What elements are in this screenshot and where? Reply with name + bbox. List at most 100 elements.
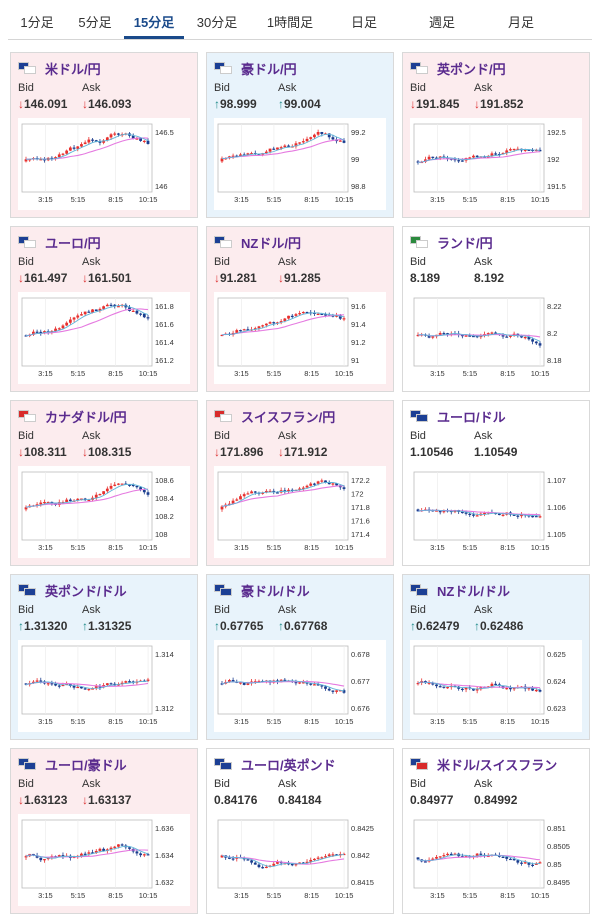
candle-body <box>31 681 35 684</box>
mini-candlestick-chart[interactable]: 1.636 1.634 1.632 3:15 5:15 8:15 10:15 <box>18 814 190 906</box>
currency-pair-link[interactable]: ユーロ/円 <box>45 235 101 251</box>
currency-pair-link[interactable]: 米ドル/スイスフラン <box>437 757 558 773</box>
currency-flags-icon <box>410 410 430 422</box>
tab-weekly[interactable]: 週足 <box>428 15 455 30</box>
y-tick-label: 171.4 <box>351 530 370 539</box>
mini-candlestick-chart[interactable]: 91.6 91.4 91.2 91 3:15 5:15 8:15 10:15 <box>214 292 386 384</box>
y-tick-label: 0.8495 <box>547 878 570 887</box>
mini-candlestick-chart[interactable]: 108.6 108.4 108.2 108 3:15 5:15 8:15 10:15 <box>18 466 190 558</box>
mini-candlestick-chart[interactable]: 0.678 0.677 0.676 3:15 5:15 8:15 10:15 <box>214 640 386 732</box>
plot-frame <box>21 645 153 715</box>
tab-5min[interactable]: 5分足 <box>78 15 112 30</box>
jp-flag-icon <box>220 414 232 422</box>
candle-body <box>342 487 346 489</box>
mini-candlestick-chart[interactable]: 8.22 8.2 8.18 3:15 5:15 8:15 10:15 <box>410 292 582 384</box>
currency-pair-link[interactable]: 豪ドル/ドル <box>241 583 310 599</box>
mini-candlestick-chart[interactable]: 161.8 161.6 161.4 161.2 3:15 5:15 8:15 10:15 <box>18 292 190 384</box>
currency-pair-link[interactable]: ユーロ/豪ドル <box>45 757 127 773</box>
candle-body <box>313 312 316 314</box>
bid-value: ↓191.845 <box>410 97 459 111</box>
tab-daily[interactable]: 日足 <box>350 15 377 30</box>
candle-body <box>124 681 128 683</box>
currency-pair-link[interactable]: ユーロ/ドル <box>437 409 506 425</box>
currency-pair-link[interactable]: カナダドル/円 <box>45 409 127 425</box>
card-header: ユーロ/英ポンド <box>214 756 336 773</box>
candle-body <box>250 153 253 155</box>
currency-pair-link[interactable]: 英ポンド/円 <box>437 61 506 77</box>
currency-pair-link[interactable]: ユーロ/英ポンド <box>241 757 336 773</box>
candle-body <box>220 158 224 162</box>
rate-card[interactable]: ランド/円 Bid Ask 8.189 8.192 8.22 8.2 8.18 3:15 5:15… <box>402 226 590 392</box>
y-tick-label: 1.636 <box>155 824 174 833</box>
tab-30min[interactable]: 30分足 <box>196 15 238 30</box>
currency-pair-link[interactable]: 英ポンド/ドル <box>45 583 127 599</box>
tab-1min[interactable]: 1分足 <box>20 15 54 30</box>
rate-card[interactable]: ユーロ/円 Bid Ask ↓161.497 ↓161.501 161.8 161.6 161… <box>10 226 198 392</box>
candle-body <box>446 687 449 689</box>
ask-label: Ask <box>474 82 493 94</box>
candle-body <box>287 489 290 492</box>
currency-pair-link[interactable]: スイスフラン/円 <box>241 409 336 425</box>
mini-candlestick-chart[interactable]: 0.8425 0.842 0.8415 3:15 5:15 8:15 10:15 <box>214 814 386 906</box>
rate-card[interactable]: 米ドル/円 Bid Ask ↓146.091 ↓146.093 146.5 146 3:15 5… <box>10 52 198 218</box>
mini-candlestick-chart[interactable]: 146.5 146 3:15 5:15 8:15 10:15 <box>18 118 190 210</box>
ask-price: 191.852 <box>480 97 524 111</box>
candle-body <box>512 148 516 151</box>
candle-body <box>338 690 342 692</box>
candle-body <box>83 311 87 315</box>
rate-card[interactable]: 豪ドル/ドル Bid Ask ↑0.67765 ↑0.67768 0.678 0.677 0.… <box>206 574 394 740</box>
candle-body <box>301 682 305 684</box>
bid-price: 0.84176 <box>214 793 258 807</box>
tab-monthly[interactable]: 月足 <box>507 15 534 30</box>
candle-body <box>534 341 538 344</box>
candle-body <box>72 685 76 688</box>
bid-price: 191.845 <box>416 97 460 111</box>
bid-label: Bid <box>214 604 230 616</box>
x-tick-label: 3:15 <box>38 195 53 204</box>
us-flag-icon <box>416 414 428 422</box>
y-tick-label: 0.677 <box>351 677 370 686</box>
mini-candlestick-chart[interactable]: 99.2 99 98.8 3:15 5:15 8:15 10:15 <box>214 118 386 210</box>
rate-card[interactable]: 英ポンド/ドル Bid Ask ↑1.31320 ↑1.31325 1.314 1.312 3… <box>10 574 198 740</box>
rate-card[interactable]: スイスフラン/円 Bid Ask ↓171.896 ↓171.912 172.2 172 17… <box>206 400 394 566</box>
y-tick-label: 172 <box>351 490 364 499</box>
candle-body <box>460 160 464 162</box>
tab-15min[interactable]: 15分足 <box>124 6 184 39</box>
candle-body <box>94 850 98 853</box>
mini-candlestick-chart[interactable]: 1.314 1.312 3:15 5:15 8:15 10:15 <box>18 640 190 732</box>
mini-candlestick-chart[interactable]: 0.625 0.624 0.623 3:15 5:15 8:15 10:15 <box>410 640 582 732</box>
tab-1hour[interactable]: 1時間足 <box>266 15 314 30</box>
currency-pair-link[interactable]: NZドル/ドル <box>437 583 510 599</box>
rate-card[interactable]: NZドル/円 Bid Ask ↓91.281 ↓91.285 91.6 91.4 91.2 91… <box>206 226 394 392</box>
x-tick-label: 5:15 <box>463 543 478 552</box>
rate-card[interactable]: ユーロ/ドル Bid Ask 1.10546 1.10549 1.107 1.106 1.10… <box>402 400 590 566</box>
rate-card[interactable]: 英ポンド/円 Bid Ask ↓191.845 ↓191.852 192.5 192 191.… <box>402 52 590 218</box>
currency-pair-link[interactable]: 豪ドル/円 <box>241 61 297 77</box>
mini-candlestick-chart[interactable]: 172.2 172 171.8 171.6 171.4 3:15 5:15 8:15 10:15 <box>214 466 386 558</box>
candle-body <box>416 334 420 337</box>
currency-pair-link[interactable]: 米ドル/円 <box>45 61 101 77</box>
rate-card[interactable]: NZドル/ドル Bid Ask ↑0.62479 ↑0.62486 0.625 0.624 0… <box>402 574 590 740</box>
candle-body <box>472 335 475 338</box>
candle-body <box>427 156 431 160</box>
currency-flags-icon <box>410 62 430 74</box>
rate-card[interactable]: 豪ドル/円 Bid Ask ↑98.999 ↑99.004 99.2 99 98.8 3:15 5… <box>206 52 394 218</box>
rate-card[interactable]: 米ドル/スイスフラン Bid Ask 0.84977 0.84992 0.851 0.850… <box>402 748 590 914</box>
currency-pair-link[interactable]: NZドル/円 <box>241 235 301 251</box>
candle-body <box>523 149 527 151</box>
candle-body <box>65 150 69 154</box>
rate-card[interactable]: カナダドル/円 Bid Ask ↓108.311 ↓108.315 108.6 108.4 1… <box>10 400 198 566</box>
ask-value: ↓161.501 <box>82 271 131 285</box>
candle-body <box>135 310 139 314</box>
ask-value: ↓146.093 <box>82 97 131 111</box>
mini-candlestick-chart[interactable]: 1.107 1.106 1.105 3:15 5:15 8:15 10:15 <box>410 466 582 558</box>
mini-candlestick-chart[interactable]: 0.851 0.8505 0.85 0.8495 3:15 5:15 8:15 10:15 <box>410 814 582 906</box>
rate-card[interactable]: ユーロ/豪ドル Bid Ask ↓1.63123 ↓1.63137 1.636 1.634 1… <box>10 748 198 914</box>
bid-value: 8.189 <box>410 271 440 285</box>
rate-card[interactable]: ユーロ/英ポンド Bid Ask 0.84176 0.84184 0.8425 0.842 0… <box>206 748 394 914</box>
currency-pair-link[interactable]: ランド/円 <box>437 235 493 251</box>
mini-candlestick-chart[interactable]: 192.5 192 191.5 3:15 5:15 8:15 10:15 <box>410 118 582 210</box>
candle-body <box>505 336 509 338</box>
timeframe-tabs: 1分足 5分足 15分足 30分足 1時間足 日足 週足 月足 <box>8 6 592 40</box>
candle-body <box>320 857 324 859</box>
